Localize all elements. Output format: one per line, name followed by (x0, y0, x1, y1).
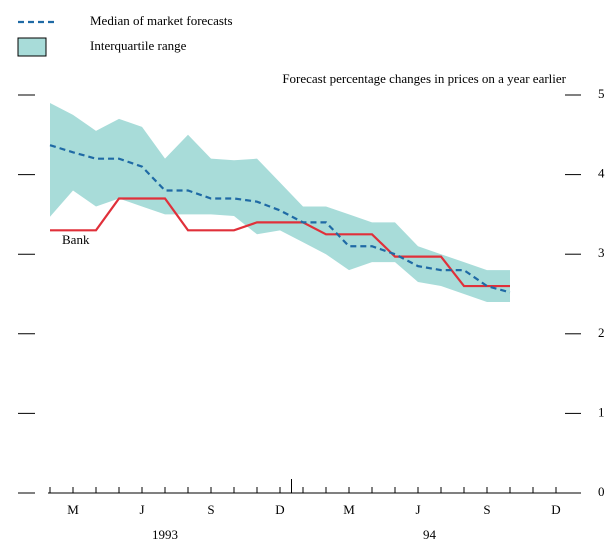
bank-line (50, 197, 510, 288)
x-tick-label: M (343, 502, 355, 517)
x-tick-label: D (275, 502, 284, 517)
y-tick-label: 0 (598, 484, 605, 499)
chart-subtitle: Forecast percentage changes in prices on… (282, 71, 566, 86)
x-tick-label: J (415, 502, 420, 517)
legend-label: Interquartile range (90, 38, 187, 53)
x-tick-label: S (483, 502, 490, 517)
y-tick-label: 2 (598, 325, 605, 340)
y-tick-label: 4 (598, 166, 605, 181)
legend-band-swatch (17, 37, 47, 57)
bank-label: Bank (62, 232, 90, 247)
year-label: 94 (423, 527, 437, 542)
y-tick-label: 5 (598, 86, 605, 101)
interquartile-band (50, 102, 510, 302)
y-tick-label: 3 (598, 245, 605, 260)
x-tick-label: S (207, 502, 214, 517)
y-tick-label: 1 (598, 404, 605, 419)
x-tick-label: J (139, 502, 144, 517)
x-tick-label: D (551, 502, 560, 517)
x-tick-label: M (67, 502, 79, 517)
legend-label: Median of market forecasts (90, 13, 233, 28)
year-label: 1993 (152, 527, 178, 542)
